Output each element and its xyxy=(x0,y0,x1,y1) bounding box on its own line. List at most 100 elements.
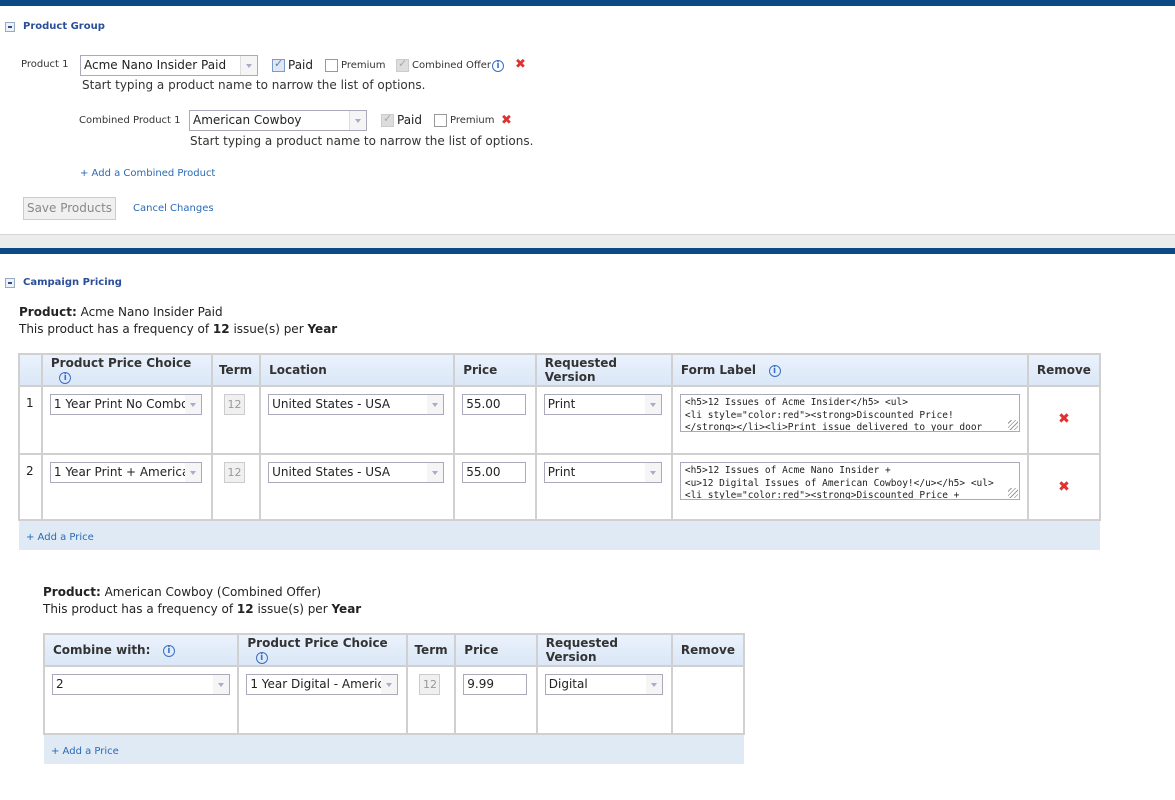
combine-with-select[interactable]: 2 xyxy=(52,674,230,695)
col-term: Term xyxy=(406,633,457,667)
checkbox-icon xyxy=(396,57,409,72)
paid-label: Paid xyxy=(288,58,314,72)
form-label-textarea[interactable]: <h5>12 Issues of Acme Nano Insider + <u>… xyxy=(679,462,1020,500)
chevron-down-icon[interactable] xyxy=(427,395,444,414)
version-select[interactable]: Print xyxy=(543,394,662,415)
combined1-paid-checkbox[interactable]: Paid xyxy=(381,112,422,127)
col-remove: Remove xyxy=(670,633,746,667)
price-choice-select[interactable]: 1 Year Digital - American xyxy=(246,674,399,695)
price-input[interactable]: 55.00 xyxy=(462,394,527,415)
header-label: Form Label xyxy=(680,363,756,377)
chevron-down-icon[interactable] xyxy=(645,675,662,694)
freq-text: issue(s) per xyxy=(257,602,328,616)
version-select[interactable]: Print xyxy=(543,462,662,483)
info-icon[interactable]: i xyxy=(492,60,504,72)
col-price-choice: Product Price Choice i xyxy=(40,353,213,387)
remove-combined-icon[interactable]: ✖ xyxy=(501,113,512,128)
product-group-header[interactable]: Product Group xyxy=(5,21,105,32)
add-combined-product-link[interactable]: + Add a Combined Product xyxy=(80,168,216,179)
row-number: 2 xyxy=(18,453,43,521)
section-divider xyxy=(0,234,1175,248)
select-value: Print xyxy=(547,465,576,479)
add-price-link[interactable]: + Add a Price xyxy=(51,745,119,757)
select-value: 1 Year Digital - American xyxy=(250,677,399,691)
chevron-down-icon[interactable] xyxy=(427,463,444,482)
freq-text: This product has a frequency of xyxy=(43,602,234,616)
section-title: Product Group xyxy=(23,21,105,32)
header-label: Combine with: xyxy=(53,643,151,657)
col-combine-with: Combine with: i xyxy=(42,633,240,667)
location-select[interactable]: United States - USA xyxy=(268,462,445,483)
pricing-table: Product Price Choice i Term Location Pri… xyxy=(18,353,1102,550)
campaign-pricing-header[interactable]: Campaign Pricing xyxy=(5,277,122,288)
col-term: Term xyxy=(210,353,262,387)
info-icon[interactable]: i xyxy=(768,364,781,377)
chevron-down-icon[interactable] xyxy=(184,463,201,482)
product1-premium-checkbox[interactable]: Premium xyxy=(325,59,386,72)
product1-select[interactable]: Acme Nano Insider Paid xyxy=(80,55,258,76)
location-select[interactable]: United States - USA xyxy=(268,394,445,415)
price-choice-select[interactable]: 1 Year Print No Combo xyxy=(49,394,202,415)
col-number xyxy=(18,353,43,387)
price-input[interactable]: 55.00 xyxy=(462,462,527,483)
checkbox-icon xyxy=(381,112,394,127)
price-input[interactable]: 9.99 xyxy=(463,674,528,695)
collapse-icon[interactable] xyxy=(5,277,15,288)
product-name: Acme Nano Insider Paid xyxy=(80,305,223,319)
chevron-down-icon[interactable] xyxy=(184,395,201,414)
product1-paid-checkbox[interactable]: Paid xyxy=(272,57,314,72)
chevron-down-icon[interactable] xyxy=(240,56,257,75)
col-form-label: Form Label i xyxy=(670,353,1029,387)
remove-row-icon[interactable]: ✖ xyxy=(1058,411,1070,427)
combined1-select[interactable]: American Cowboy xyxy=(189,110,367,131)
freq-num: 12 xyxy=(236,602,254,616)
combined1-value: American Cowboy xyxy=(193,113,302,127)
remove-product-icon[interactable]: ✖ xyxy=(515,57,526,72)
chevron-down-icon[interactable] xyxy=(349,111,366,130)
term-field: 12 xyxy=(223,462,245,483)
info-icon[interactable]: i xyxy=(162,644,175,657)
price-choice-select[interactable]: 1 Year Print + American xyxy=(49,462,202,483)
product-label: Product: xyxy=(19,305,77,319)
checkbox-icon[interactable] xyxy=(434,114,447,127)
chevron-down-icon[interactable] xyxy=(644,395,661,414)
remove-row-icon[interactable]: ✖ xyxy=(1058,479,1070,495)
section-title: Campaign Pricing xyxy=(23,277,122,288)
checkbox-icon[interactable] xyxy=(325,59,338,72)
info-icon[interactable]: i xyxy=(59,371,72,384)
chevron-down-icon[interactable] xyxy=(644,463,661,482)
combined-offer-label: Combined Offer xyxy=(412,60,492,71)
add-price-link[interactable]: + Add a Price xyxy=(26,531,94,543)
product1-info: Product: Acme Nano Insider Paid This pro… xyxy=(19,304,337,338)
premium-label: Premium xyxy=(450,115,495,126)
checkbox-icon[interactable] xyxy=(272,57,285,72)
col-requested-version: Requested Version xyxy=(534,353,673,387)
col-price: Price xyxy=(453,353,537,387)
header-label: Product Price Choice xyxy=(247,636,388,650)
select-value: Print xyxy=(547,397,576,411)
version-select[interactable]: Digital xyxy=(544,674,663,695)
freq-unit: Year xyxy=(331,602,362,616)
chevron-down-icon[interactable] xyxy=(381,675,398,694)
cancel-changes-link[interactable]: Cancel Changes xyxy=(133,203,214,214)
product-name: American Cowboy (Combined Offer) xyxy=(104,585,322,599)
combined1-label: Combined Product 1 xyxy=(79,115,181,126)
form-label-textarea[interactable]: <h5>12 Issues of Acme Insider</h5> <ul> … xyxy=(679,394,1020,432)
table-row: 2 1 Year Print + American 12 United Stat… xyxy=(18,453,1102,521)
select-value: 2 xyxy=(56,677,64,691)
combined1-premium-checkbox[interactable]: Premium xyxy=(434,114,495,127)
chevron-down-icon[interactable] xyxy=(213,675,229,694)
header-label: Product Price Choice xyxy=(50,356,192,370)
info-icon[interactable]: i xyxy=(255,651,268,664)
col-remove: Remove xyxy=(1026,353,1102,387)
combined1-hint: Start typing a product name to narrow th… xyxy=(190,134,534,148)
select-value: United States - USA xyxy=(272,465,391,479)
section-bar xyxy=(0,248,1175,254)
premium-label: Premium xyxy=(341,60,386,71)
save-products-button[interactable]: Save Products xyxy=(23,197,116,220)
remove-cell xyxy=(670,665,746,735)
product1-combined-checkbox[interactable]: Combined Offer xyxy=(396,57,492,72)
product1-value: Acme Nano Insider Paid xyxy=(84,58,227,72)
collapse-icon[interactable] xyxy=(5,21,15,32)
product-label: Product: xyxy=(43,585,101,599)
